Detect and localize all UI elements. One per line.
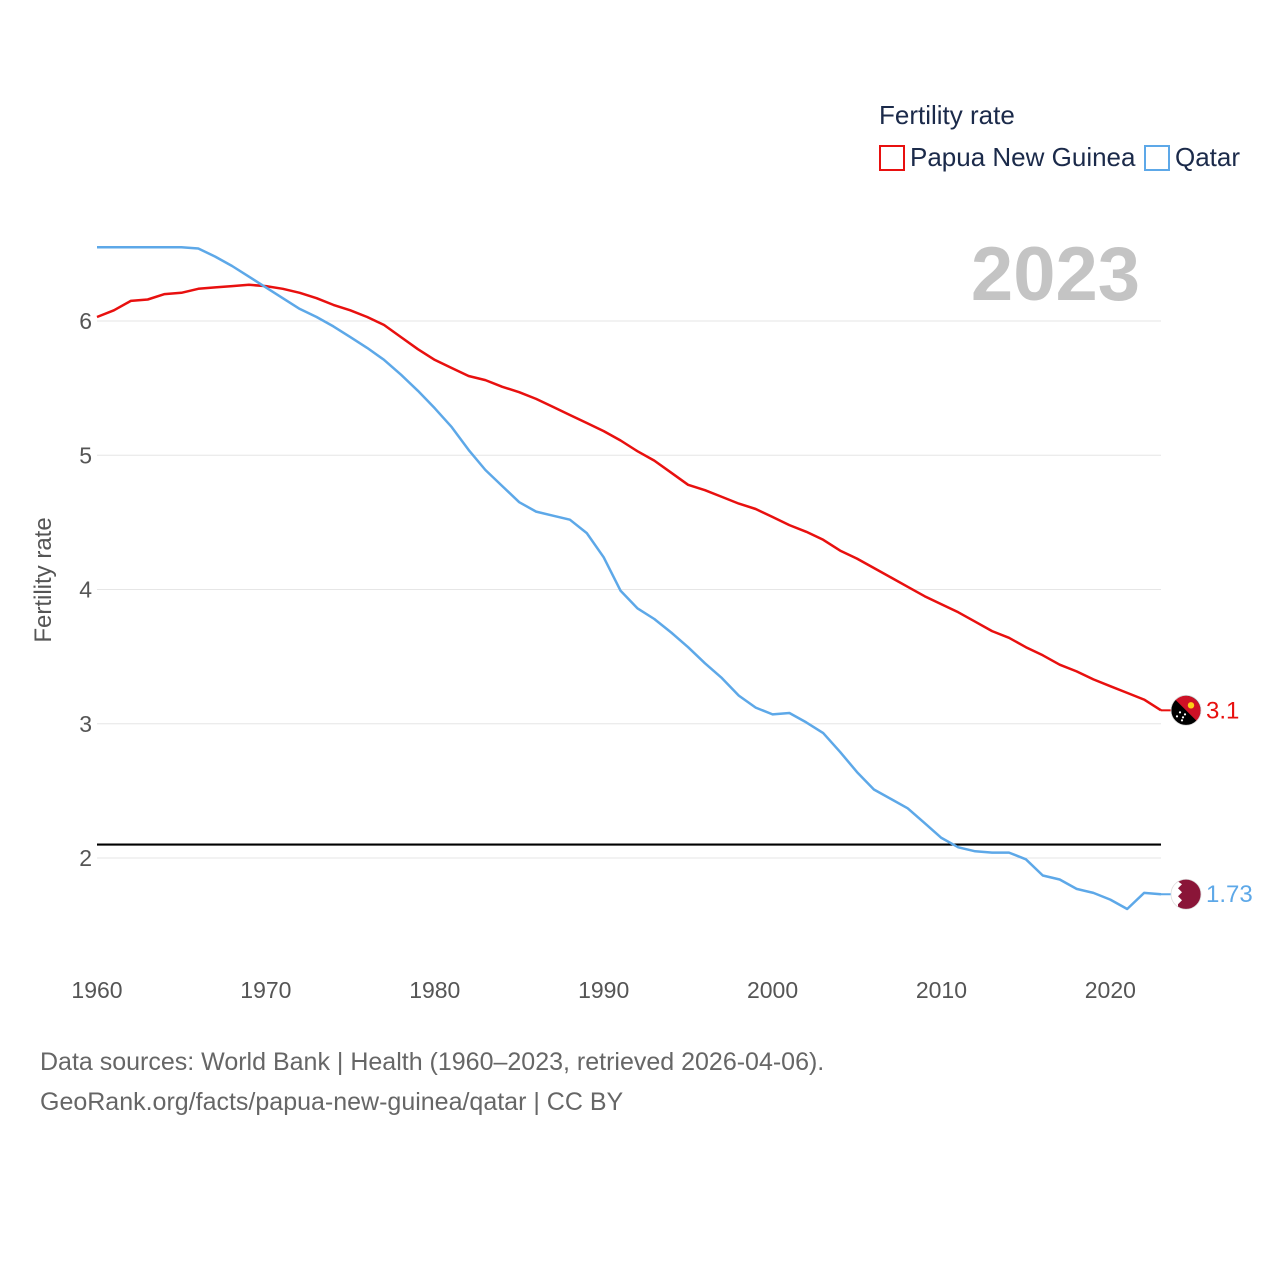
legend-item-qatar[interactable]: Qatar <box>1144 142 1240 172</box>
x-tick-label-2010: 2010 <box>916 977 967 1003</box>
legend-item-papua-new-guinea[interactable]: Papua New Guinea <box>879 142 1136 172</box>
legend-swatch-papua-new-guinea <box>879 145 905 171</box>
y-tick-label-6: 6 <box>79 308 92 334</box>
qatar-flag-icon <box>1170 878 1202 910</box>
fertility-rate-line-chart: 2 3 4 5 6 1960 1970 1980 1990 2000 2010 2020 Ferti… <box>30 100 1253 1003</box>
papua-new-guinea-flag-icon <box>1170 694 1202 726</box>
legend: Fertility rate Papua New Guinea Qatar <box>879 100 1240 172</box>
y-axis-ticks: 2 3 4 5 6 <box>79 308 92 871</box>
series-line-papua-new-guinea <box>96 283 1162 712</box>
legend-title: Fertility rate <box>879 100 1015 130</box>
series-line-qatar <box>97 245 1162 911</box>
source-line-data: Data sources: World Bank | Health (1960–… <box>40 1048 825 1076</box>
source-line-url[interactable]: GeoRank.org/facts/papua-new-guinea/qatar… <box>40 1088 624 1116</box>
source-attribution: Data sources: World Bank | Health (1960–… <box>40 1042 824 1122</box>
gridlines <box>97 320 1161 859</box>
series-lines <box>96 245 1162 911</box>
y-tick-label-2: 2 <box>79 845 92 871</box>
y-tick-label-5: 5 <box>79 442 92 468</box>
x-tick-label-2000: 2000 <box>747 977 798 1003</box>
x-tick-label-1990: 1990 <box>578 977 629 1003</box>
legend-label-qatar: Qatar <box>1175 142 1240 172</box>
x-tick-label-1960: 1960 <box>71 977 122 1003</box>
y-tick-label-4: 4 <box>79 577 92 603</box>
year-display: 2023 <box>971 232 1140 317</box>
legend-label-papua-new-guinea: Papua New Guinea <box>910 142 1136 172</box>
end-value-label-papua-new-guinea: 3.1 <box>1206 697 1239 724</box>
legend-swatch-qatar <box>1144 145 1170 171</box>
x-tick-label-1970: 1970 <box>240 977 291 1003</box>
x-tick-label-2020: 2020 <box>1085 977 1136 1003</box>
end-value-label-qatar: 1.73 <box>1206 881 1253 908</box>
y-tick-label-3: 3 <box>79 711 92 737</box>
series-end-markers: 3.1 1.73 <box>1161 694 1253 910</box>
x-axis-ticks: 1960 1970 1980 1990 2000 2010 2020 <box>71 977 1136 1003</box>
x-tick-label-1980: 1980 <box>409 977 460 1003</box>
y-axis-title: Fertility rate <box>30 517 57 642</box>
